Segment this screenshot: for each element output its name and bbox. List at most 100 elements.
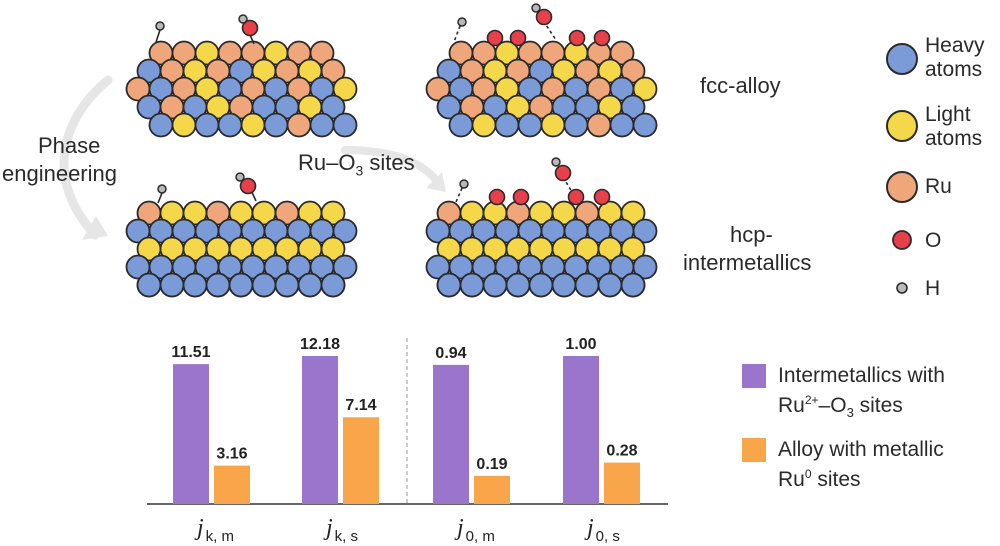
light-atom — [240, 112, 266, 138]
bar-legend-purple-line2: Ru2+–O3 sites — [778, 388, 945, 425]
heavy-atom — [332, 112, 358, 138]
bar-value-label: 0.19 — [476, 456, 507, 473]
heavy-atom — [251, 272, 277, 298]
heavy-atom — [620, 94, 646, 120]
heavy-atom — [332, 254, 358, 280]
legend-ru: Ru — [925, 175, 952, 198]
heavy-atom — [182, 272, 208, 298]
bar-value-label: 0.94 — [435, 345, 466, 362]
o-atom — [568, 29, 586, 47]
heavy-atom — [517, 112, 543, 138]
heavy-atom — [609, 112, 635, 138]
legend-heavy-atoms: Heavy atoms — [925, 34, 985, 82]
heavy-atom — [194, 112, 220, 138]
ru-atom — [609, 40, 635, 66]
h-atom — [457, 17, 467, 27]
x-tick-label: j 0, s — [584, 515, 620, 545]
o-atom — [593, 29, 611, 47]
phase-engineering-arrowhead — [82, 216, 108, 240]
heavy-atom — [574, 272, 600, 298]
legend-swatch-purple — [742, 364, 766, 388]
heavy-atom — [448, 112, 474, 138]
heavy-atom — [136, 272, 162, 298]
ru-atom — [320, 58, 346, 84]
light-atom — [320, 236, 346, 262]
legend-light-circle — [886, 110, 918, 142]
bar-legend-purple-sites: sites — [853, 394, 903, 417]
o-atom — [239, 177, 257, 195]
heavy-atom — [205, 272, 231, 298]
heavy-atom — [632, 218, 658, 244]
h-atom — [238, 14, 248, 24]
bar-legend-purple-ru: Ru — [778, 394, 805, 417]
heavy-atom — [159, 272, 185, 298]
o-atom — [512, 188, 530, 206]
fcc-slab-left — [125, 40, 358, 138]
h-atom — [157, 184, 167, 194]
heavy-atom — [551, 272, 577, 298]
x-tick-label: j k, s — [323, 515, 358, 545]
heavy-atom — [263, 112, 289, 138]
heavy-atom — [505, 272, 531, 298]
heavy-atom — [459, 272, 485, 298]
bar-2-series-0 — [433, 364, 469, 504]
bar-0-series-0 — [173, 364, 209, 504]
ru-atom — [620, 58, 646, 84]
o-atom — [567, 188, 585, 206]
bar-legend-orange-sites: sites — [811, 468, 861, 491]
heavy-atom — [563, 112, 589, 138]
light-atom — [471, 112, 497, 138]
o-atom — [488, 188, 506, 206]
heavy-atom — [620, 272, 646, 298]
hcp-intermetallics-label: hcp- — [712, 222, 773, 248]
ru-atom — [309, 40, 335, 66]
hcp-slab-left-bottom-row — [136, 272, 346, 298]
bar-legend-orange: Alloy with metallic Ru0 sites — [778, 438, 944, 492]
o-atom — [509, 29, 527, 47]
h-atom — [551, 157, 561, 167]
bar-value-label: 12.18 — [300, 336, 340, 353]
legend-ru-circle — [886, 171, 918, 203]
heavy-atom — [297, 272, 323, 298]
legend-o-circle — [892, 230, 912, 250]
o-atom — [241, 19, 259, 37]
legend-heavy-line2: atoms — [925, 58, 983, 81]
light-atom — [620, 236, 646, 262]
bar-legend-orange-sup: 0 — [804, 467, 812, 481]
bond-line — [453, 25, 461, 43]
heavy-atom — [597, 272, 623, 298]
hcp-label-line2: intermetallics — [683, 250, 812, 275]
bar-1-series-1 — [343, 417, 379, 504]
legend-heavy-line1: Heavy — [925, 34, 985, 57]
light-atom — [320, 200, 346, 226]
hcp-label-line1: hcp- — [730, 222, 773, 247]
light-atom — [540, 112, 566, 138]
phase-label-line1: Phase — [38, 133, 101, 158]
ru-o3-subscript: 3 — [355, 162, 364, 179]
x-tick-label: j 0, m — [454, 515, 495, 545]
legend-h: H — [925, 277, 941, 300]
ru-atom — [286, 112, 312, 138]
heavy-atom — [494, 112, 520, 138]
bar-value-label: 7.14 — [345, 397, 376, 414]
bar-2-series-1 — [474, 475, 510, 504]
light-atom — [620, 200, 646, 226]
bar-legend-orange-line2: Ru0 sites — [778, 462, 944, 492]
bar-value-label: 0.28 — [606, 443, 637, 460]
o-atom — [593, 188, 611, 206]
fcc-alloy-label: fcc-alloy — [700, 73, 781, 98]
light-atom — [171, 112, 197, 138]
heavy-atom — [632, 254, 658, 280]
bar-1-series-0 — [302, 356, 338, 504]
heavy-atom — [320, 94, 346, 120]
phase-label-line2: engineering — [2, 161, 117, 186]
ru-o3-prefix: Ru–O — [298, 150, 356, 175]
heavy-atom — [274, 272, 300, 298]
ru-o3-arrowhead — [426, 172, 446, 192]
hcp-slab-right-bottom-row — [436, 272, 646, 298]
h-atom — [531, 3, 541, 13]
bar-0-series-1 — [214, 465, 250, 504]
legend-light-line1: Light — [925, 103, 971, 126]
bar-3-series-0 — [563, 356, 599, 504]
heavy-atom — [632, 112, 658, 138]
